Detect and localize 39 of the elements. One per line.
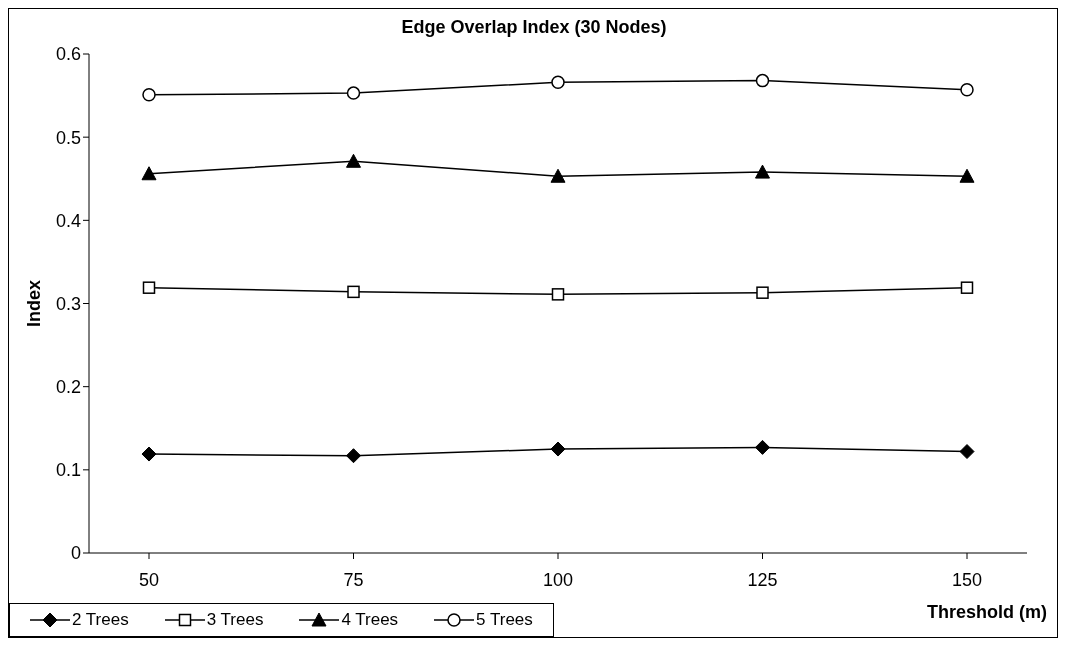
y-tick-label: 0.6 bbox=[55, 44, 81, 65]
point bbox=[346, 153, 361, 168]
x-tick-label: 150 bbox=[951, 569, 983, 590]
legend-label: 5 Trees bbox=[475, 610, 533, 630]
point bbox=[755, 73, 770, 88]
point bbox=[959, 444, 975, 460]
legend-label: 3 Trees bbox=[205, 610, 264, 630]
point bbox=[960, 83, 974, 97]
point bbox=[960, 281, 974, 294]
point bbox=[959, 168, 975, 183]
legend-label: 2 Trees bbox=[71, 610, 129, 630]
x-tick-label: 75 bbox=[343, 569, 364, 590]
point bbox=[347, 285, 360, 299]
point bbox=[346, 86, 361, 100]
point bbox=[755, 439, 770, 455]
y-tick-label: 0.5 bbox=[55, 127, 81, 148]
point bbox=[551, 288, 565, 301]
point bbox=[550, 441, 566, 457]
point bbox=[756, 286, 769, 299]
y-axis-title: Index bbox=[24, 279, 45, 328]
x-tick-label: 100 bbox=[542, 569, 574, 590]
point bbox=[550, 168, 566, 183]
x-axis-title: Threshold (m) bbox=[927, 602, 1047, 623]
point bbox=[142, 281, 156, 294]
y-tick-label: 0.2 bbox=[55, 377, 81, 398]
point bbox=[346, 448, 361, 464]
point bbox=[141, 166, 157, 181]
point bbox=[551, 75, 565, 90]
y-tick-label: 0.4 bbox=[55, 210, 81, 231]
chart-title: Edge Overlap Index (30 Nodes) bbox=[400, 17, 668, 38]
point bbox=[142, 88, 156, 102]
point bbox=[755, 164, 770, 179]
y-tick-label: 0.3 bbox=[55, 293, 81, 314]
y-tick-label: 0.1 bbox=[55, 460, 81, 481]
legend-label: 4 Trees bbox=[340, 610, 399, 630]
x-tick-label: 50 bbox=[138, 569, 160, 590]
x-tick-label: 125 bbox=[747, 569, 778, 590]
y-tick-label: 0 bbox=[70, 543, 81, 564]
point bbox=[141, 446, 157, 462]
